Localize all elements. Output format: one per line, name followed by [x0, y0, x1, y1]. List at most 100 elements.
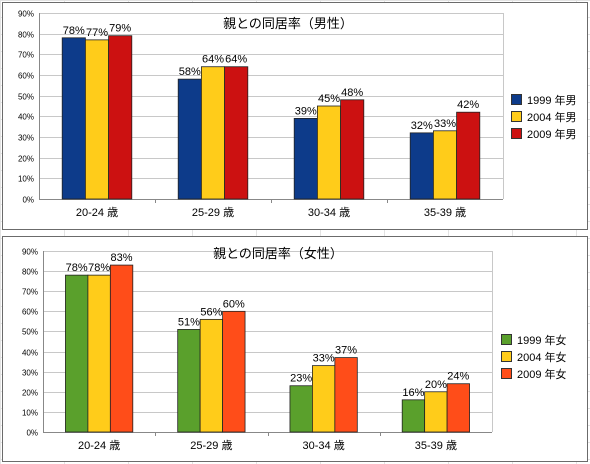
- bar: [446, 383, 470, 433]
- data-label: 39%: [295, 105, 317, 117]
- data-label: 60%: [223, 298, 245, 310]
- data-label: 51%: [178, 316, 200, 328]
- bar: [424, 391, 448, 433]
- legend-label: 1999 年女: [517, 334, 567, 347]
- legend-label: 1999 年男: [527, 94, 577, 107]
- female-cohabitation-chart[interactable]: 0% 10% 20% 30% 40% 50% 60% 70% 80% 90% 20-24 歳 78% 7…: [2, 236, 588, 462]
- y-tick-label: 60%: [18, 72, 34, 81]
- bar: [456, 111, 481, 200]
- legend-swatch: [501, 334, 512, 345]
- y-tick-label: 90%: [22, 248, 38, 257]
- y-tick-label: 90%: [18, 10, 34, 19]
- data-label: 23%: [290, 373, 312, 385]
- legend-label: 2004 年女: [517, 351, 567, 364]
- y-tick-label: 10%: [18, 175, 34, 184]
- data-label: 56%: [200, 306, 222, 318]
- x-tick-label: 30-34 歳: [303, 439, 345, 452]
- legend-item: 2009 年女: [501, 365, 567, 382]
- bar: [177, 329, 201, 433]
- data-label: 20%: [425, 379, 447, 391]
- bar: [224, 66, 249, 200]
- y-tick-label: 10%: [22, 409, 38, 418]
- legend-swatch: [511, 128, 522, 139]
- bar: [65, 274, 89, 433]
- data-label: 37%: [335, 345, 357, 357]
- bar: [289, 385, 313, 433]
- data-label: 42%: [457, 99, 479, 111]
- legend-swatch: [501, 368, 512, 379]
- legend-item: 2009 年男: [511, 125, 577, 142]
- x-tick-label: 20-24 歳: [76, 206, 118, 219]
- chart-legend: 1999 年女 2004 年女 2009 年女: [501, 331, 567, 382]
- bar: [432, 130, 457, 200]
- data-label: 33%: [434, 118, 456, 130]
- y-tick-label: 80%: [22, 268, 38, 277]
- y-tick-label: 70%: [18, 51, 34, 60]
- legend-item: 1999 年女: [501, 331, 567, 348]
- y-tick-label: 20%: [18, 155, 34, 164]
- x-tick-label: 20-24 歳: [78, 439, 120, 452]
- bar: [293, 118, 318, 200]
- x-tick-label: 25-29 歳: [190, 439, 232, 452]
- bar: [311, 365, 336, 433]
- bar: [61, 37, 86, 200]
- bar: [85, 39, 110, 200]
- bar: [340, 99, 365, 200]
- data-label: 79%: [109, 23, 131, 35]
- x-tick-label: 30-34 歳: [308, 206, 350, 219]
- data-label: 78%: [63, 25, 85, 37]
- y-tick-label: 70%: [22, 288, 38, 297]
- x-tick-label: 35-39 歳: [415, 439, 457, 452]
- legend-item: 2004 年女: [501, 348, 567, 365]
- data-label: 32%: [411, 120, 433, 132]
- data-label: 45%: [318, 93, 340, 105]
- legend-label: 2004 年男: [527, 111, 577, 124]
- y-tick-label: 0%: [26, 429, 38, 438]
- legend-item: 1999 年男: [511, 91, 577, 108]
- y-tick-label: 40%: [18, 113, 34, 122]
- data-label: 64%: [225, 54, 247, 66]
- chart-title: 親との同居率（男性）: [223, 17, 353, 32]
- bar: [401, 399, 426, 433]
- bar: [108, 35, 133, 200]
- legend-label: 2009 年男: [527, 128, 577, 141]
- bar: [409, 132, 434, 200]
- data-label: 78%: [66, 262, 88, 274]
- y-tick-label: 20%: [22, 389, 38, 398]
- legend-item: 2004 年男: [511, 108, 577, 125]
- bar: [334, 357, 358, 433]
- legend-swatch: [511, 94, 522, 105]
- chart-title: 親との同居率（女性）: [213, 247, 343, 262]
- y-tick-label: 60%: [22, 308, 38, 317]
- y-tick-label: 50%: [22, 328, 38, 337]
- data-label: 58%: [179, 66, 201, 78]
- bar: [222, 310, 246, 433]
- male-cohabitation-chart[interactable]: 0% 10% 20% 30% 40% 50% 60% 70% 80% 90% 20-24 歳 78% 7…: [2, 2, 588, 230]
- chart-legend: 1999 年男 2004 年男 2009 年男: [511, 91, 577, 142]
- data-label: 24%: [447, 371, 469, 383]
- bar: [199, 318, 223, 433]
- data-label: 16%: [402, 387, 424, 399]
- bar: [316, 105, 341, 200]
- data-label: 48%: [341, 87, 363, 99]
- y-tick-label: 30%: [22, 369, 38, 378]
- y-tick-label: 30%: [18, 134, 34, 143]
- x-tick-label: 25-29 歳: [192, 206, 234, 219]
- legend-swatch: [511, 111, 522, 122]
- data-label: 33%: [313, 353, 335, 365]
- legend-label: 2009 年女: [517, 368, 567, 381]
- data-label: 77%: [86, 27, 108, 39]
- data-label: 78%: [88, 262, 110, 274]
- female-chart-plot: 0% 10% 20% 30% 40% 50% 60% 70% 80% 90% 20-24 歳 78% 7…: [22, 248, 493, 452]
- y-tick-label: 40%: [22, 349, 38, 358]
- bar: [200, 66, 225, 200]
- data-label: 64%: [202, 54, 224, 66]
- y-tick-label: 50%: [18, 93, 34, 102]
- bar: [109, 264, 134, 433]
- male-chart-plot: 0%10%20%30%40%50%60%70%80%90%20-24 歳78% 7…: [18, 10, 504, 219]
- data-label: 83%: [111, 252, 133, 264]
- bar: [87, 274, 111, 433]
- legend-swatch: [501, 351, 512, 362]
- y-tick-label: 80%: [18, 31, 34, 40]
- bar: [177, 78, 202, 200]
